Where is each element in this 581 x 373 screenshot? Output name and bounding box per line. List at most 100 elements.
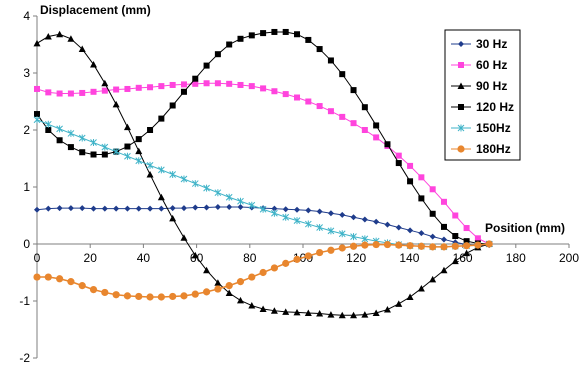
legend-item-120hz: 120 Hz <box>451 100 514 114</box>
data-point-180hz <box>361 241 369 249</box>
data-point-180hz <box>248 273 256 281</box>
y-tick-label: 4 <box>23 9 30 23</box>
data-point-90hz <box>338 311 346 319</box>
data-point-60hz <box>271 88 278 95</box>
legend-item-150hz: 150Hz <box>451 121 511 135</box>
data-point-180hz <box>259 268 267 277</box>
data-point-180hz <box>89 286 98 294</box>
data-point-120hz <box>361 104 368 111</box>
data-point-30hz <box>339 211 346 218</box>
data-point-120hz <box>237 35 244 42</box>
data-point-150hz <box>304 220 312 228</box>
data-point-30hz <box>169 205 176 212</box>
data-point-180hz <box>270 264 279 272</box>
data-point-90hz <box>259 305 267 312</box>
x-tick-label: 200 <box>559 251 579 265</box>
series-layer <box>33 28 493 319</box>
data-point-90hz <box>135 147 143 155</box>
data-point-120hz <box>316 46 323 53</box>
data-point-60hz <box>248 83 255 90</box>
data-point-180hz <box>451 242 459 250</box>
data-point-60hz <box>101 87 108 94</box>
data-point-30hz <box>180 205 187 212</box>
data-point-60hz <box>474 235 481 242</box>
legend-marker-90hz <box>457 82 465 89</box>
data-point-30hz <box>135 205 142 212</box>
data-point-180hz <box>372 240 380 249</box>
data-point-60hz <box>395 152 402 159</box>
data-point-120hz <box>203 62 210 69</box>
data-point-150hz <box>90 139 97 147</box>
data-point-60hz <box>305 98 312 105</box>
data-point-30hz <box>305 207 312 214</box>
data-point-30hz <box>45 205 52 212</box>
data-point-30hz <box>203 204 210 211</box>
data-point-180hz <box>406 242 414 250</box>
data-point-90hz <box>248 302 256 309</box>
data-point-30hz <box>214 203 221 210</box>
data-point-150hz <box>56 125 63 133</box>
x-tick-label: 140 <box>399 251 419 265</box>
data-point-150hz <box>158 166 165 174</box>
data-point-120hz <box>56 137 63 144</box>
data-point-60hz <box>203 80 210 87</box>
data-point-30hz <box>34 206 40 213</box>
data-point-60hz <box>67 90 74 97</box>
data-point-60hz <box>429 186 436 193</box>
data-point-30hz <box>147 205 154 212</box>
data-point-60hz <box>124 85 131 92</box>
x-axis-title: Position (mm) <box>485 221 565 235</box>
data-point-150hz <box>338 230 346 238</box>
data-point-120hz <box>226 41 233 48</box>
data-point-90hz <box>383 306 391 313</box>
y-tick-label: -1 <box>19 294 30 308</box>
legend-marker-30hz <box>458 41 464 47</box>
data-point-30hz <box>271 205 278 212</box>
data-point-60hz <box>350 120 357 127</box>
data-point-180hz <box>169 292 177 301</box>
data-point-150hz <box>214 189 222 197</box>
data-point-150hz <box>124 152 131 160</box>
data-point-120hz <box>429 210 436 217</box>
data-point-90hz <box>304 309 312 316</box>
data-point-120hz <box>79 149 86 156</box>
data-point-30hz <box>429 233 436 240</box>
data-point-180hz <box>225 282 233 290</box>
data-point-150hz <box>327 227 335 235</box>
legend-item-90hz: 90 Hz <box>451 79 507 93</box>
data-point-90hz <box>146 170 154 178</box>
data-point-150hz <box>282 213 290 221</box>
data-point-90hz <box>361 311 369 318</box>
data-point-30hz <box>350 214 357 221</box>
data-point-60hz <box>339 113 346 120</box>
data-point-90hz <box>225 289 233 297</box>
data-point-180hz <box>327 246 335 254</box>
data-point-90hz <box>440 266 448 274</box>
data-point-120hz <box>45 127 52 133</box>
series-line-150hz <box>36 119 490 248</box>
data-point-60hz <box>373 134 380 141</box>
data-point-180hz <box>214 285 222 293</box>
data-point-90hz <box>123 123 131 131</box>
data-point-60hz <box>463 225 470 232</box>
data-point-180hz <box>417 242 425 250</box>
data-point-60hz <box>214 80 221 87</box>
data-point-120hz <box>158 115 165 122</box>
data-point-180hz <box>293 255 301 263</box>
data-point-180hz <box>429 243 437 251</box>
data-point-120hz <box>418 195 425 202</box>
data-point-120hz <box>248 32 255 39</box>
data-point-180hz <box>236 278 245 286</box>
data-point-90hz <box>56 30 64 38</box>
data-point-90hz <box>316 310 324 317</box>
x-tick-label: 120 <box>346 251 366 265</box>
data-point-30hz <box>373 218 380 225</box>
data-point-90hz <box>417 284 425 292</box>
data-point-180hz <box>202 288 211 296</box>
data-point-180hz <box>191 290 199 298</box>
y-tick-label: 1 <box>23 180 30 194</box>
data-point-120hz <box>147 127 154 133</box>
data-point-30hz <box>294 206 301 213</box>
data-point-120hz <box>407 178 414 185</box>
